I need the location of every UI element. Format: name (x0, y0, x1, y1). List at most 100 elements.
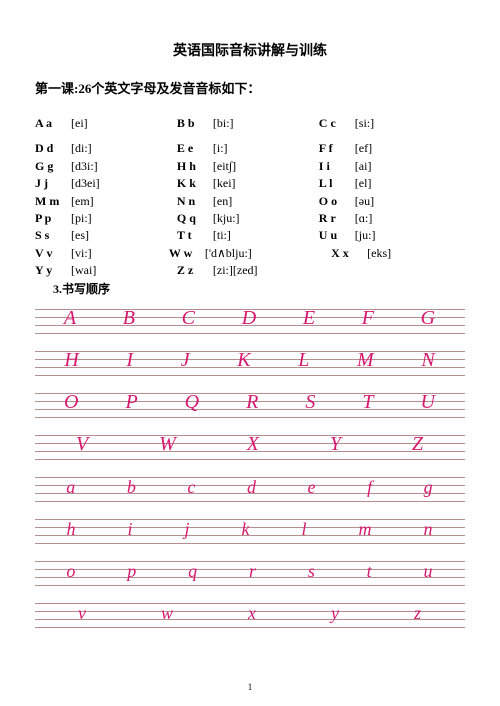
letter-pair: N n (177, 193, 213, 210)
table-cell: I i[ai] (319, 158, 461, 175)
letter-pair: Z z (177, 262, 213, 279)
table-cell: G g[d3i:] (35, 158, 177, 175)
glyph: r (249, 555, 257, 587)
page-title: 英语国际音标讲解与训练 (35, 40, 465, 60)
glyph: K (237, 345, 251, 375)
phonetic: [kei] (213, 175, 236, 192)
glyph: l (301, 513, 307, 545)
phonetic: [bi:] (213, 115, 234, 132)
phonetic: [eit∫] (213, 158, 236, 175)
table-cell: S s[es] (35, 227, 177, 244)
phonetic: [en] (213, 193, 232, 210)
glyph: e (308, 471, 317, 503)
glyph: W (159, 429, 177, 459)
letter-pair: J j (35, 175, 71, 192)
glyph: H (64, 345, 79, 375)
handwritten-letters: ABCDEFG (41, 303, 459, 333)
phonetic: [ti:] (213, 227, 231, 244)
table-cell: O o[əu] (319, 193, 461, 210)
table-row: M m[em]N n[en] O o[əu] (35, 193, 465, 210)
glyph: z (414, 597, 422, 629)
glyph: b (127, 471, 137, 503)
phonetic: [ai] (355, 158, 372, 175)
table-cell: Q q[kju:] (177, 210, 319, 227)
staff-line: opqrstu (35, 555, 465, 591)
handwritten-letters: hijklmn (41, 513, 459, 545)
glyph: S (305, 387, 316, 417)
glyph: a (66, 471, 76, 503)
letter-pair: F f (319, 140, 355, 157)
table-cell: F f[ef] (319, 140, 461, 157)
letter-pair: W w (169, 245, 205, 262)
letter-pair: I i (319, 158, 355, 175)
handwritten-letters: OPQRSTU (41, 387, 459, 417)
glyph: Z (412, 429, 424, 459)
letter-pair: V v (35, 245, 71, 262)
letter-pair: D d (35, 140, 71, 157)
table-cell: D d[di:] (35, 140, 177, 157)
glyph: A (64, 303, 77, 333)
handwritten-letters: abcdefg (41, 471, 459, 503)
letter-pair: A a (35, 115, 71, 132)
table-cell: M m[em] (35, 193, 177, 210)
table-row: A a[ei]B b[bi:]C c[si:] (35, 115, 465, 132)
page-number: 1 (0, 682, 500, 692)
phonetic: [d3ei] (71, 175, 100, 192)
table-cell: Y y[wai] (35, 262, 177, 279)
phonetic: [el] (355, 175, 372, 192)
phonetic: [kju:] (213, 210, 240, 227)
letter-pair: B b (177, 115, 213, 132)
phonetic: [zi:][zed] (213, 262, 258, 279)
phonetic: [ju:] (355, 227, 376, 244)
glyph: U (420, 387, 435, 417)
staff-line: HIJKLMN (35, 345, 465, 381)
staff-line: ABCDEFG (35, 303, 465, 339)
staff-line: OPQRSTU (35, 387, 465, 423)
writing-order-label: 3.书写顺序 (53, 280, 465, 297)
handwriting-staffs: ABCDEFGHIJKLMNOPQRSTUVWXYZabcdefghijklmn… (35, 303, 465, 633)
glyph: s (308, 555, 316, 587)
phonetic: [d3i:] (71, 158, 98, 175)
glyph: d (247, 471, 257, 503)
glyph: v (78, 597, 87, 629)
table-row: V v[vi:] W w['d∧blju:]X x[eks] (35, 245, 465, 262)
glyph: u (424, 555, 434, 587)
letter-pair: H h (177, 158, 213, 175)
table-cell: E e[i:] (177, 140, 319, 157)
table-row: S s[es]T t[ti:]U u[ju:] (35, 227, 465, 244)
glyph: D (242, 303, 257, 333)
staff-line: v w x y z (35, 597, 465, 633)
glyph: V (76, 429, 89, 459)
glyph: y (331, 597, 340, 629)
letter-pair: P p (35, 210, 71, 227)
table-cell: X x[eks] (331, 245, 465, 262)
letter-pair: O o (319, 193, 355, 210)
glyph: x (248, 597, 257, 629)
glyph: X (247, 429, 260, 459)
table-cell: W w['d∧blju:] (169, 245, 331, 262)
glyph: w (161, 597, 174, 629)
phonetic: [vi:] (71, 245, 92, 262)
phonetic-table: A a[ei]B b[bi:]C c[si:]D d[di:]E e[i:]F … (35, 115, 465, 280)
table-row: G g[d3i:]H h[eit∫]I i[ai] (35, 158, 465, 175)
glyph: N (421, 345, 435, 375)
letter-pair: L l (319, 175, 355, 192)
letter-pair: K k (177, 175, 213, 192)
glyph: J (181, 345, 191, 375)
table-row: J j[d3ei] K k[kei] L l[el] (35, 175, 465, 192)
glyph: c (187, 471, 196, 503)
phonetic: [ɑ:] (355, 210, 373, 227)
letter-pair: C c (319, 115, 355, 132)
glyph: o (66, 555, 76, 587)
glyph: T (362, 387, 374, 417)
rule-line (35, 459, 465, 460)
glyph: B (123, 303, 136, 333)
table-cell: C c[si:] (319, 115, 461, 132)
glyph: E (303, 303, 316, 333)
table-cell: H h[eit∫] (177, 158, 319, 175)
glyph: I (126, 345, 134, 375)
letter-pair: T t (177, 227, 213, 244)
phonetic: [si:] (355, 115, 374, 132)
glyph: h (66, 513, 76, 545)
glyph: g (424, 471, 434, 503)
